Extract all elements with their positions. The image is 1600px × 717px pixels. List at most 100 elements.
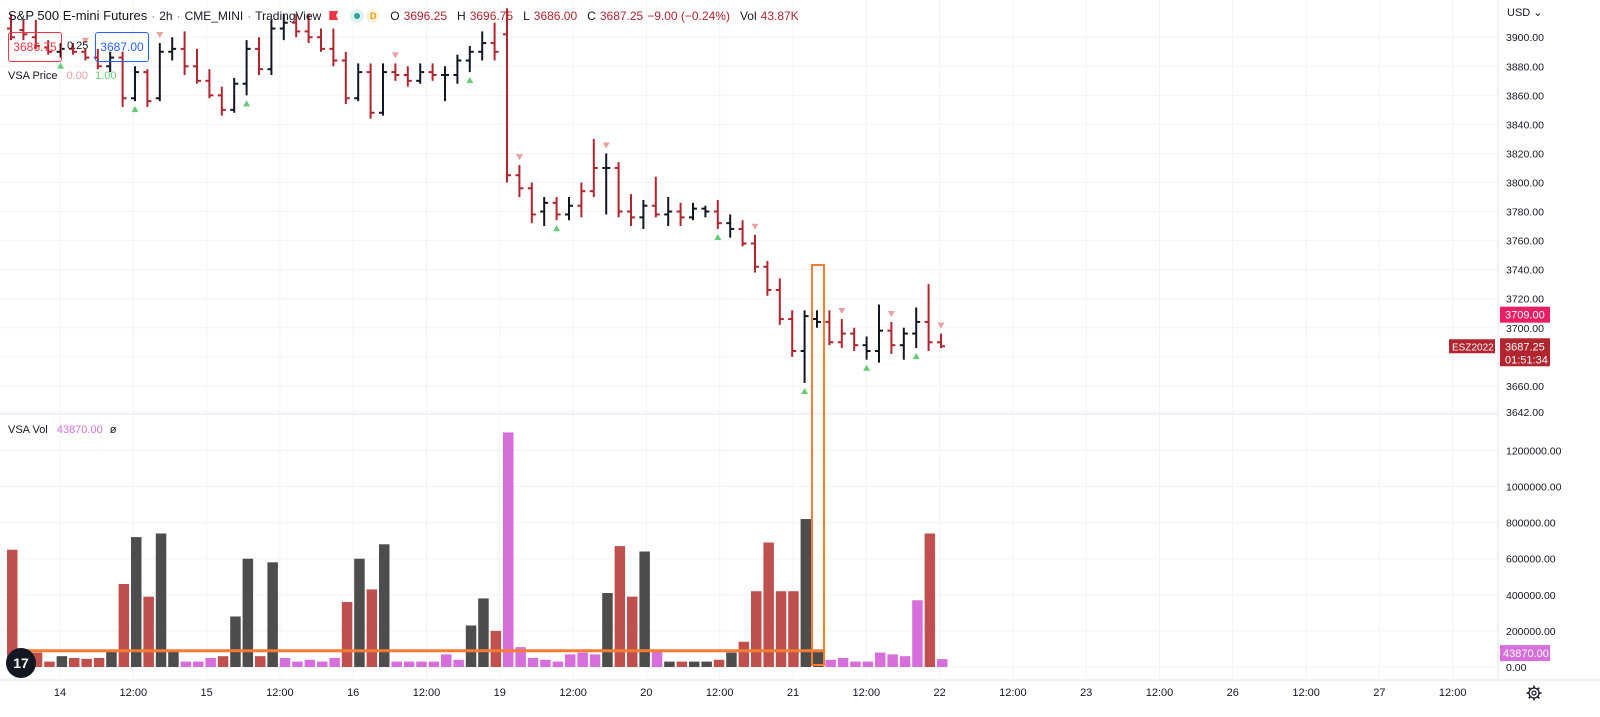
volume-bar: [304, 659, 316, 667]
volume-bar: [527, 657, 539, 667]
vsa-up-marker: [912, 353, 920, 360]
volume-bar: [180, 661, 192, 667]
gear-icon[interactable]: [1525, 684, 1543, 702]
vsa-vol-value: 43870.00: [56, 424, 103, 436]
x-tick-label: 12:00: [413, 687, 441, 699]
volume-bar: [242, 558, 254, 667]
volume-bar: [713, 659, 725, 667]
market-status-icon[interactable]: [350, 8, 365, 23]
vsa-up-marker: [714, 233, 722, 240]
volume-bar: [391, 661, 402, 667]
x-tick-label: 12:00: [120, 687, 148, 699]
vsa-down-marker: [937, 322, 945, 329]
flag-icon[interactable]: [329, 11, 339, 20]
volume-bar: [478, 598, 489, 667]
volume-bar: [515, 647, 526, 667]
x-tick-label: 22: [933, 687, 945, 699]
vsa-down-marker: [515, 154, 523, 161]
volume-bar: [118, 584, 130, 667]
volume-bar: [875, 652, 886, 667]
volume-bar: [503, 432, 514, 667]
exchange-label: CME_MINI: [184, 8, 244, 23]
volume-bar: [56, 656, 68, 667]
price-tick-label: 3900.00: [1506, 32, 1544, 44]
vol-last-bg: [1500, 645, 1550, 662]
vsa-vol-legend[interactable]: VSA Vol 43870.00 ø: [8, 424, 117, 436]
volume-bar: [292, 661, 303, 667]
x-tick-label: 20: [640, 687, 652, 699]
interval-label[interactable]: 2h: [159, 8, 173, 23]
high-price-label: 3709.00: [1505, 310, 1545, 322]
volume-bar: [44, 661, 55, 667]
vsa-up-marker: [466, 77, 474, 84]
volume-bar: [651, 650, 663, 667]
currency-selector[interactable]: USD ⌄: [1507, 6, 1543, 19]
last-price-label: 3687.25: [1505, 341, 1545, 353]
volume-bar: [788, 591, 799, 667]
volume-bar: [329, 657, 340, 667]
x-tick-label: 12:00: [1439, 687, 1467, 699]
chart-header: S&P 500 E-mini Futures · 2h · CME_MINI ·…: [8, 8, 799, 23]
countdown-label: 01:51:34: [1505, 354, 1548, 366]
volume-bar: [837, 657, 849, 667]
price-tick-label: 3860.00: [1506, 90, 1544, 102]
vsa-vol-name: VSA Vol: [8, 424, 48, 436]
spread-value: 0.25: [67, 40, 89, 52]
volume-bar: [379, 544, 390, 667]
volume-bar: [751, 591, 762, 667]
volume-bar: [69, 657, 80, 667]
symbol-tag-label: ESZ2022: [1452, 342, 1494, 353]
volume-bar: [205, 657, 216, 667]
volume-bar: [317, 661, 328, 667]
volume-bar: [602, 593, 613, 667]
price-tick-label: 3720.00: [1506, 294, 1544, 306]
volume-bar: [341, 602, 353, 667]
volume-bar: [899, 656, 911, 667]
volume-bar: [31, 652, 43, 667]
volume-bar: [813, 650, 824, 667]
x-tick-label: 27: [1373, 687, 1385, 699]
volume-bar: [366, 589, 378, 667]
volume-bar: [924, 533, 936, 667]
vsa-up-marker: [243, 100, 251, 107]
x-tick-label: 12:00: [853, 687, 881, 699]
volume-bar: [416, 661, 427, 667]
sell-button[interactable]: 3686.75: [8, 32, 62, 62]
volume-bar: [490, 630, 502, 667]
vsa-down-marker: [391, 52, 399, 59]
close-value: 3687.25: [599, 8, 644, 23]
tradingview-logo-icon[interactable]: 17: [6, 648, 36, 678]
volume-bar: [428, 661, 440, 667]
vsa-down-marker: [751, 223, 759, 230]
highlight-box: [811, 264, 825, 666]
buy-button[interactable]: 3687.00: [95, 32, 149, 62]
volume-bar: [453, 659, 464, 667]
chevron-down-icon: ⌄: [1533, 7, 1543, 19]
change-value: −9.00 (−0.24%): [647, 8, 730, 23]
volume-bar: [726, 652, 737, 667]
volume-label: Vol: [739, 8, 757, 23]
symbol-name[interactable]: S&P 500 E-mini Futures: [8, 8, 148, 23]
price-tick-label: 3700.00: [1506, 323, 1544, 335]
vsa-up-marker: [801, 387, 809, 394]
volume-bar: [738, 641, 750, 667]
x-tick-label: 12:00: [559, 687, 587, 699]
volume-bar: [589, 654, 601, 667]
volume-bar: [441, 654, 452, 667]
close-label: C: [587, 8, 596, 23]
dividend-icon[interactable]: D: [366, 8, 381, 23]
vsa-up-marker: [863, 364, 871, 371]
x-tick-label: 16: [347, 687, 359, 699]
vol-last-label: 43870.00: [1503, 648, 1549, 660]
high-label: H: [457, 8, 466, 23]
vsa-price-legend[interactable]: VSA Price 0.00 1.00: [8, 70, 117, 82]
volume-bar: [255, 656, 266, 667]
x-tick-label: 15: [200, 687, 212, 699]
x-tick-label: 21: [787, 687, 799, 699]
price-tick-label: 3740.00: [1506, 265, 1544, 277]
volume-bar: [552, 661, 564, 667]
volume-bar: [7, 549, 18, 667]
vol-tick-label: 1200000.00: [1506, 445, 1562, 457]
volume-bar: [465, 625, 477, 667]
